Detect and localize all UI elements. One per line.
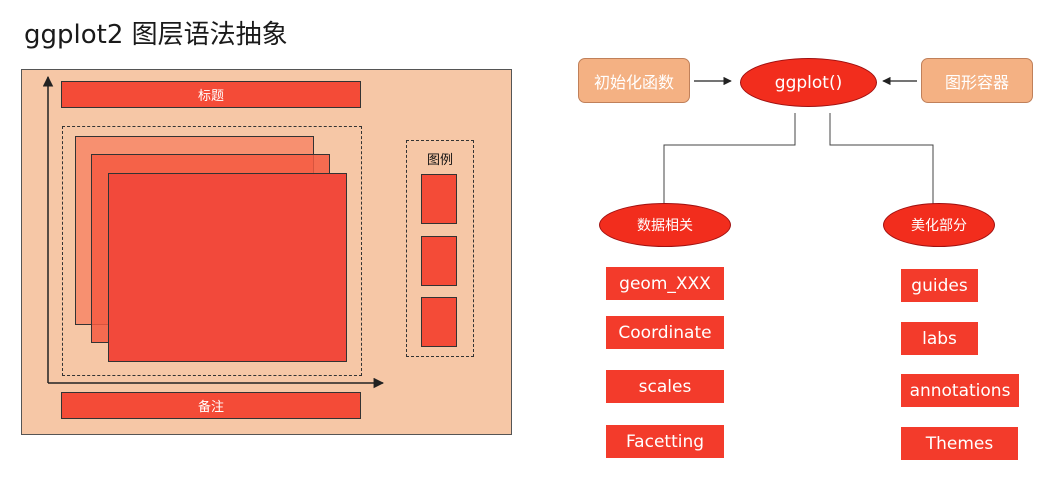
- title-bar: 标题: [61, 81, 361, 108]
- data-branch-node: 数据相关: [599, 203, 731, 247]
- ggplot-node: ggplot(): [740, 58, 877, 107]
- legend-frame: [406, 140, 474, 357]
- container-label: 图形容器: [944, 72, 1009, 92]
- aesthetic-branch-node: 美化部分: [883, 203, 995, 247]
- note-bar: 备注: [61, 392, 361, 419]
- data-item-label: Facetting: [625, 431, 705, 452]
- page-title: ggplot2 图层语法抽象: [24, 20, 288, 50]
- title-bar-label: 标题: [197, 89, 224, 104]
- init-function-box: 初始化函数: [578, 58, 690, 103]
- layer-front: [108, 173, 347, 362]
- aesthetic-item-themes: Themes: [901, 427, 1018, 460]
- data-item-scales: scales: [606, 370, 724, 403]
- data-item-label: geom_XXX: [619, 273, 711, 294]
- aesthetic-item-label: labs: [922, 328, 957, 349]
- legend-swatch: [421, 236, 457, 286]
- legend-label: 图例: [426, 153, 453, 168]
- aesthetic-item-annotations: annotations: [901, 374, 1019, 407]
- aesthetic-item-labs: labs: [901, 322, 978, 355]
- aesthetic-item-label: guides: [911, 275, 968, 296]
- connector-data: [663, 113, 796, 205]
- data-item-label: scales: [638, 376, 692, 397]
- note-bar-label: 备注: [197, 400, 224, 415]
- plot-area-frame: [62, 126, 362, 376]
- aesthetic-item-label: annotations: [909, 380, 1011, 401]
- data-item-geom: geom_XXX: [606, 267, 724, 300]
- data-item-facetting: Facetting: [606, 425, 724, 458]
- aesthetic-item-label: Themes: [925, 433, 994, 454]
- data-branch-label: 数据相关: [637, 218, 693, 234]
- legend-swatch: [421, 174, 457, 224]
- container-box: 图形容器: [921, 58, 1033, 103]
- init-function-label: 初始化函数: [593, 72, 674, 92]
- legend-swatch: [421, 297, 457, 347]
- data-item-label: Coordinate: [618, 322, 712, 343]
- aesthetic-branch-label: 美化部分: [911, 218, 967, 234]
- ggplot-label: ggplot(): [774, 72, 843, 93]
- connector-aesthetic: [829, 113, 934, 205]
- aesthetic-item-guides: guides: [901, 269, 978, 302]
- data-item-coordinate: Coordinate: [606, 316, 724, 349]
